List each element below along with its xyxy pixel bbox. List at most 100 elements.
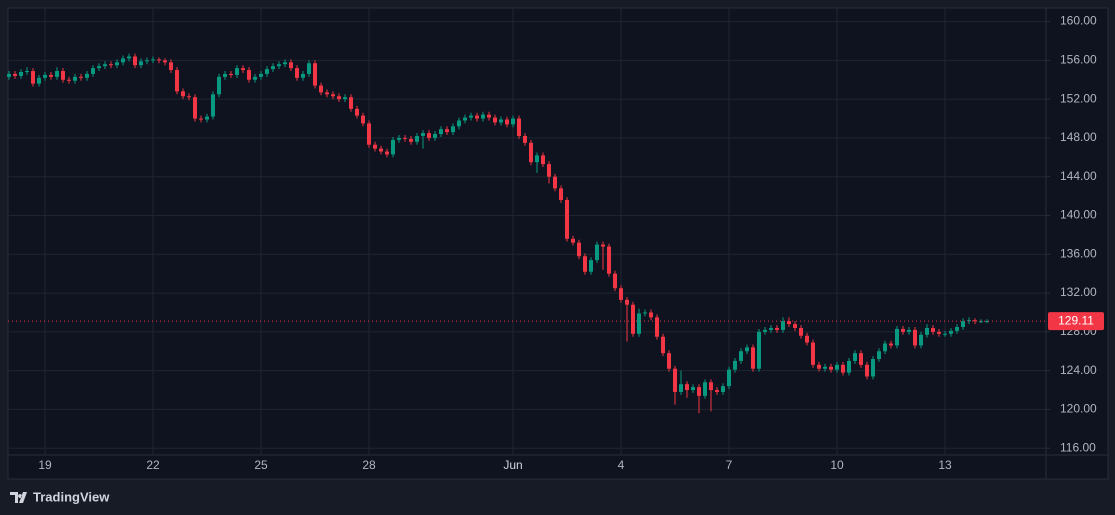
candle-body [565, 199, 569, 239]
candle-body [43, 74, 47, 78]
candle-body [595, 244, 599, 261]
candle-body [403, 137, 407, 139]
x-tick-label: 22 [146, 458, 160, 472]
candle-body [343, 97, 347, 100]
candle-body [817, 364, 821, 369]
candle-body [811, 342, 815, 365]
candle-body [91, 68, 95, 74]
y-tick-label: 140.00 [1060, 208, 1097, 222]
candle-body [895, 328, 899, 346]
x-tick-label: 28 [362, 458, 376, 472]
candle-body [301, 73, 305, 78]
candle-body [703, 382, 707, 396]
candle-body [481, 114, 485, 119]
candle-body [739, 351, 743, 361]
candle-body [493, 117, 497, 123]
candle-body [955, 327, 959, 331]
candle-body [409, 138, 413, 142]
candle-body [613, 273, 617, 289]
candle-body [589, 260, 593, 272]
candle-body [127, 56, 131, 59]
candle-body [667, 353, 671, 369]
candle-body [619, 288, 623, 300]
candle-body [7, 73, 11, 77]
x-tick-label: 13 [938, 458, 952, 472]
candle-body [709, 382, 713, 391]
candle-body [133, 56, 137, 66]
candle-body [961, 321, 965, 328]
y-tick-label: 156.00 [1060, 53, 1097, 67]
candle-body [229, 73, 233, 75]
candle-body [655, 317, 659, 337]
candle-body [931, 327, 935, 332]
candle-body [781, 321, 785, 330]
candle-body [763, 329, 767, 332]
candle-body [979, 321, 983, 323]
x-tick-label: 19 [38, 458, 52, 472]
candle-body [475, 115, 479, 119]
candle-body [601, 244, 605, 247]
candle-body [49, 74, 53, 77]
candle-body [163, 60, 167, 63]
candle-body [571, 238, 575, 243]
y-tick-label: 124.00 [1060, 363, 1097, 377]
candle-body [31, 71, 35, 84]
x-tick-label: 4 [618, 458, 625, 472]
candle-body [673, 368, 677, 392]
candle-body [487, 114, 491, 118]
candle-body [139, 61, 143, 66]
candle-body [427, 133, 431, 138]
candle-body [157, 59, 161, 61]
candle-body [451, 126, 455, 133]
candle-body [169, 62, 173, 71]
candle-body [73, 76, 77, 81]
candle-body [241, 68, 245, 71]
candle-body [247, 70, 251, 80]
candle-body [541, 155, 545, 165]
candle-body [607, 246, 611, 274]
candle-body [421, 133, 425, 136]
candle-body [637, 313, 641, 334]
candle-body [187, 96, 191, 98]
candle-body [631, 304, 635, 334]
candle-body [871, 359, 875, 377]
candle-body [547, 164, 551, 177]
candle-body [271, 66, 275, 70]
candle-body [535, 155, 539, 163]
candle-body [745, 347, 749, 352]
candle-body [643, 312, 647, 314]
candle-body [145, 60, 149, 62]
candle-body [847, 360, 851, 373]
candle-body [151, 59, 155, 61]
candle-body [391, 139, 395, 155]
candle-body [55, 71, 59, 77]
candle-body [367, 123, 371, 145]
candle-body [937, 331, 941, 334]
candle-body [583, 256, 587, 272]
candle-body [691, 387, 695, 391]
y-tick-label: 136.00 [1060, 246, 1097, 260]
candle-body [943, 333, 947, 335]
y-tick-label: 116.00 [1060, 440, 1096, 454]
candle-body [205, 116, 209, 120]
chart-frame [7, 7, 1109, 480]
candle-body [877, 351, 881, 360]
candle-body [361, 115, 365, 124]
candle-body [775, 327, 779, 330]
candle-body [793, 324, 797, 328]
candle-body [901, 328, 905, 332]
candle-body [337, 96, 341, 100]
candle-body [295, 68, 299, 78]
candle-body [277, 64, 281, 67]
candle-body [769, 327, 773, 330]
candle-body [919, 334, 923, 346]
candle-body [85, 73, 89, 78]
candle-body [823, 366, 827, 369]
candle-body [679, 384, 683, 392]
candle-body [523, 135, 527, 143]
y-tick-label: 120.00 [1060, 402, 1097, 416]
candle-body [121, 58, 125, 63]
candle-body [109, 64, 113, 66]
candle-body [805, 335, 809, 343]
